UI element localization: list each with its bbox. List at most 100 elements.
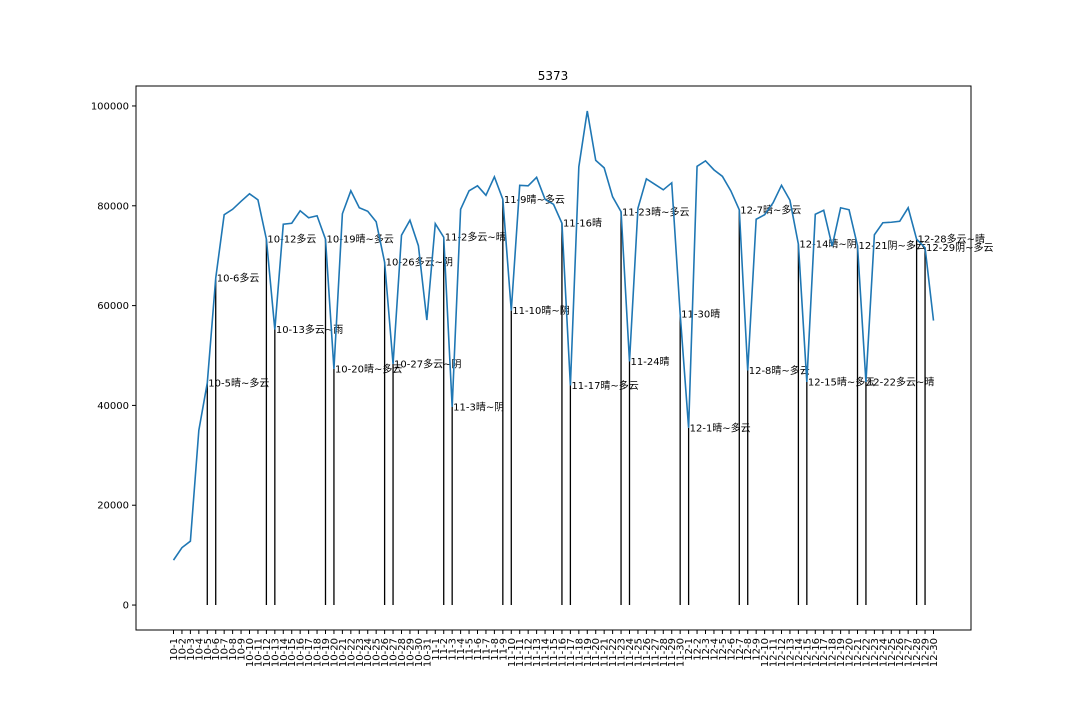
x-tick-label: 12-15 [802, 638, 813, 667]
x-tick-label: 12-22 [861, 638, 872, 667]
x-tick-label: 10-5 [203, 638, 214, 661]
x-tick-label: 10-20 [329, 638, 340, 667]
x-tick-label: 12-20 [845, 638, 856, 667]
x-tick-label: 11-4 [456, 638, 467, 661]
marker-label: 11-30晴 [681, 308, 720, 321]
x-tick-label: 11-6 [473, 638, 484, 661]
x-tick-label: 11-20 [591, 638, 602, 667]
series-line [172, 110, 935, 561]
x-tick-label: 11-21 [600, 638, 611, 667]
marker-label: 10-5晴~多云 [208, 376, 269, 389]
x-tick-label: 10-9 [237, 638, 248, 661]
marker-label: 11-24晴 [631, 355, 670, 368]
y-tick-label: 0 [123, 601, 129, 612]
x-tick-label: 10-27 [389, 638, 400, 667]
x-tick-label: 10-15 [287, 638, 298, 667]
marker-label: 11-17晴~多云 [571, 379, 638, 392]
marker-label: 12-7晴~多云 [740, 203, 801, 216]
x-tick-label: 10-16 [296, 638, 307, 667]
x-tick-label: 12-26 [895, 638, 906, 667]
x-tick-label: 11-27 [650, 638, 661, 667]
x-tick-label: 12-28 [912, 638, 923, 667]
x-tick-label: 10-10 [245, 638, 256, 667]
x-tick-label: 12-10 [760, 638, 771, 667]
plot-frame [135, 85, 972, 631]
x-tick-label: 12-19 [836, 638, 847, 667]
x-tick-label: 11-2 [439, 638, 450, 661]
x-tick-label: 11-8 [490, 638, 501, 661]
x-tick-label: 12-3 [701, 638, 712, 661]
x-tick-label: 11-10 [507, 638, 518, 667]
x-tick-label: 12-14 [794, 638, 805, 667]
x-tick-label: 10-28 [397, 638, 408, 667]
marker-label: 10-20晴~多云 [335, 362, 402, 375]
x-tick-label: 11-9 [498, 638, 509, 661]
x-tick-label: 12-11 [769, 638, 780, 667]
marker-label: 10-26多云~阴 [386, 256, 453, 269]
y-axis: 0 20000 40000 60000 80000 100000 [91, 101, 136, 612]
x-tick-label: 11-18 [574, 638, 585, 667]
marker-label: 11-2多云~晴 [445, 231, 506, 244]
x-tick-label: 11-1 [431, 638, 442, 661]
x-tick-label: 10-6 [211, 638, 222, 661]
x-tick-label: 11-22 [608, 638, 619, 667]
y-tick-label: 60000 [97, 301, 129, 312]
x-tick-label: 12-9 [752, 638, 763, 661]
x-tick-label: 10-14 [279, 638, 290, 667]
chart-title: 5373 [538, 69, 569, 83]
y-tick-label: 40000 [97, 401, 129, 412]
x-tick-label: 11-25 [633, 638, 644, 667]
x-tick-label: 12-4 [709, 638, 720, 661]
x-tick-label: 10-18 [313, 638, 324, 667]
x-tick-label: 10-3 [186, 638, 197, 661]
x-tick-label: 12-25 [887, 638, 898, 667]
x-tick-label: 11-29 [667, 638, 678, 667]
x-tick-label: 12-2 [693, 638, 704, 661]
y-tick-label: 80000 [97, 201, 129, 212]
x-tick-label: 10-2 [177, 638, 188, 661]
marker-label: 12-8晴~多云 [749, 364, 810, 377]
marker-label: 12-22多云~晴 [867, 375, 934, 388]
x-tick-label: 11-17 [566, 638, 577, 667]
marker-label: 11-16晴 [563, 217, 602, 230]
x-tick-label: 10-11 [253, 638, 264, 667]
x-tick-label: 10-12 [262, 638, 273, 667]
x-tick-label: 11-24 [625, 638, 636, 667]
marker-label: 11-3晴~阴 [453, 400, 504, 413]
marker-label: 11-23晴~多云 [622, 205, 689, 218]
x-tick-label: 10-25 [372, 638, 383, 667]
x-tick-label: 11-28 [659, 638, 670, 667]
x-tick-label: 11-3 [448, 638, 459, 661]
x-tick-label: 10-4 [194, 638, 205, 661]
x-tick-label: 12-17 [819, 638, 830, 667]
marker-label: 12-28多云~晴 [918, 233, 985, 246]
marker-label: 12-29阴~多云 [926, 241, 993, 254]
y-tick-label: 20000 [97, 501, 129, 512]
marker-label: 10-27多云~阴 [394, 357, 461, 370]
x-tick-label: 10-30 [414, 638, 425, 667]
x-tick-label: 12-7 [735, 638, 746, 661]
x-axis: 10-110-210-310-410-510-610-710-810-910-1… [169, 630, 940, 667]
x-tick-label: 11-16 [557, 638, 568, 667]
x-tick-label: 12-29 [921, 638, 932, 667]
marker-label: 10-12多云 [267, 233, 316, 246]
x-tick-label: 11-7 [481, 638, 492, 661]
x-tick-label: 12-12 [777, 638, 788, 667]
x-tick-label: 10-24 [363, 638, 374, 667]
x-tick-label: 10-26 [380, 638, 391, 667]
x-tick-label: 11-26 [642, 638, 653, 667]
x-tick-label: 10-8 [228, 638, 239, 661]
x-tick-label: 12-5 [718, 638, 729, 661]
marker-label: 10-19晴~多云 [327, 233, 394, 246]
x-tick-label: 12-6 [726, 638, 737, 661]
x-tick-label: 10-23 [355, 638, 366, 667]
x-tick-label: 10-7 [220, 638, 231, 661]
x-tick-label: 10-1 [169, 638, 180, 661]
marker-label: 10-6多云 [217, 272, 260, 285]
y-tick-label: 100000 [91, 101, 129, 112]
x-tick-label: 11-14 [541, 638, 552, 667]
marker-label: 12-1晴~多云 [690, 421, 751, 434]
marker-label: 11-9晴~多云 [504, 193, 565, 206]
x-tick-label: 11-30 [676, 638, 687, 667]
